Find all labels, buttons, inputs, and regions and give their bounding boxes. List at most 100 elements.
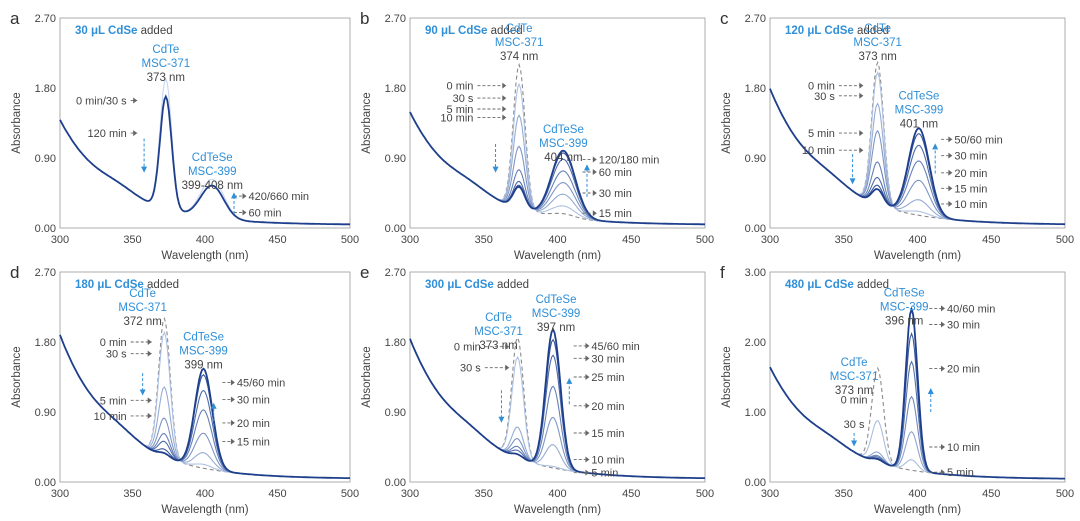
chart-panel-d: d 0.00 0.90 1.80 2.70 300 350 400 450 500 Waveleng…	[10, 263, 359, 516]
chart-title: 480 μL CdSe added	[785, 279, 889, 291]
y-tick-label: 2.00	[745, 337, 766, 349]
arrowhead	[592, 156, 597, 163]
peak-label-wavelength: 373 nm	[479, 340, 517, 352]
x-tick-label: 350	[835, 488, 853, 500]
y-tick-label: 0.00	[745, 223, 766, 235]
trend-arrowhead	[231, 192, 237, 199]
arrowhead	[592, 190, 597, 196]
time-annotation: 60 min	[599, 167, 632, 179]
time-annotation: 5 min	[100, 395, 127, 407]
arrowhead	[242, 193, 247, 200]
arrowhead	[502, 114, 507, 121]
x-tick-label: 300	[401, 234, 419, 246]
time-annotation: 120/180 min	[599, 155, 660, 167]
peak-label-code: MSC-399	[179, 345, 228, 357]
arrowhead	[230, 438, 235, 445]
y-axis-label: Absorbance	[11, 346, 23, 407]
time-annotation: 30 min	[591, 353, 624, 365]
x-tick-label: 350	[475, 488, 493, 500]
x-tick-label: 500	[696, 488, 714, 500]
peak-label-name: CdTe	[129, 288, 156, 300]
peak-label-code: MSC-371	[495, 37, 544, 49]
arrowhead	[502, 106, 507, 112]
arrowhead	[585, 342, 590, 349]
time-annotation: 10 min	[802, 145, 835, 157]
chart-panel-f: f 0.00 1.00 2.00 3.00 300 350 400 450 500 Waveleng…	[720, 263, 1074, 516]
y-tick-label: 0.00	[35, 223, 56, 235]
peak-label-wavelength: 397 nm	[537, 322, 575, 334]
y-axis-label: Absorbance	[11, 92, 23, 153]
y-axis-label: Absorbance	[361, 92, 373, 153]
arrowhead	[585, 402, 590, 409]
peak-label-code: MSC-399	[895, 105, 944, 117]
title-amount: 120 μL CdSe	[785, 25, 854, 37]
time-annotation: 30 s	[844, 419, 865, 431]
time-annotation: 50/60 min	[954, 134, 1002, 146]
y-tick-label: 1.80	[35, 337, 56, 349]
time-annotation: 5 min	[447, 104, 474, 116]
x-tick-label: 500	[1056, 488, 1074, 500]
arrowhead	[133, 130, 138, 137]
trend-arrowhead	[851, 440, 858, 447]
time-annotation: 30 s	[460, 363, 481, 375]
arrowhead	[948, 136, 953, 143]
x-tick-label: 450	[268, 234, 286, 246]
x-tick-label: 400	[548, 234, 566, 246]
arrowhead	[147, 412, 152, 419]
arrowhead	[859, 147, 864, 154]
arrowhead	[592, 169, 597, 175]
spectrum-curve	[409, 111, 705, 226]
arrowhead	[133, 97, 138, 104]
x-tick-label: 400	[908, 234, 926, 246]
plot-frame	[769, 271, 1066, 483]
arrowhead	[502, 82, 507, 89]
y-tick-label: 0.90	[35, 407, 56, 419]
chart-panel-e: e 0.00 0.90 1.80 2.70 300 350 400 450 500 Waveleng…	[360, 263, 714, 516]
x-tick-label: 450	[268, 488, 286, 500]
arrowhead	[147, 350, 152, 357]
chart-title: 90 μL CdSe added	[425, 25, 523, 37]
y-tick-label: 1.00	[745, 407, 766, 419]
peak-label-code: MSC-371	[853, 37, 902, 49]
time-annotation: 420/660 min	[249, 191, 310, 203]
time-annotation: 0 min	[808, 81, 835, 93]
y-axis-label: Absorbance	[361, 346, 373, 407]
panel-letter: a	[10, 9, 20, 28]
trend-arrowhead	[141, 166, 148, 173]
peak-label-code: MSC-371	[474, 326, 523, 338]
peak-label-wavelength: 373 nm	[835, 385, 873, 397]
time-annotation: 15 min	[237, 437, 270, 449]
peak-label-code: MSC-371	[830, 371, 879, 383]
time-annotation: 0 min	[447, 81, 474, 93]
time-annotation: 10 min	[440, 113, 473, 125]
peak-label-name: CdTe	[152, 44, 179, 56]
y-tick-label: 0.00	[385, 223, 406, 235]
panel-letter: f	[720, 263, 725, 282]
peak-label-name: CdTeSe	[192, 152, 233, 164]
y-tick-label: 0.90	[35, 153, 56, 165]
panel-letter: e	[360, 263, 369, 282]
plot-frame	[59, 271, 351, 483]
spectrum-curve	[409, 327, 706, 480]
x-axis-label: Wavelength (nm)	[161, 504, 248, 516]
x-tick-label: 300	[51, 234, 69, 246]
title-amount: 480 μL CdSe	[785, 279, 854, 291]
time-annotation: 10 min	[94, 411, 127, 423]
x-axis-label: Wavelength (nm)	[874, 504, 961, 516]
arrowhead	[505, 343, 510, 350]
x-axis-label: Wavelength (nm)	[161, 250, 248, 262]
time-annotation: 20 min	[591, 401, 624, 413]
y-tick-label: 0.00	[745, 477, 766, 489]
x-tick-label: 350	[835, 234, 853, 246]
peak-label-code: MSC-399	[532, 308, 581, 320]
y-axis-label: Absorbance	[721, 92, 733, 153]
x-tick-label: 500	[341, 234, 359, 246]
time-annotation: 45/60 min	[237, 377, 285, 389]
peak-label-code: MSC-399	[188, 166, 237, 178]
peak-label-name: CdTe	[506, 23, 533, 35]
panel-letter: d	[10, 263, 19, 282]
y-axis-label: Absorbance	[721, 346, 733, 407]
plot-frame	[409, 271, 706, 483]
x-tick-label: 300	[761, 234, 779, 246]
time-annotation: 20 min	[947, 364, 980, 376]
